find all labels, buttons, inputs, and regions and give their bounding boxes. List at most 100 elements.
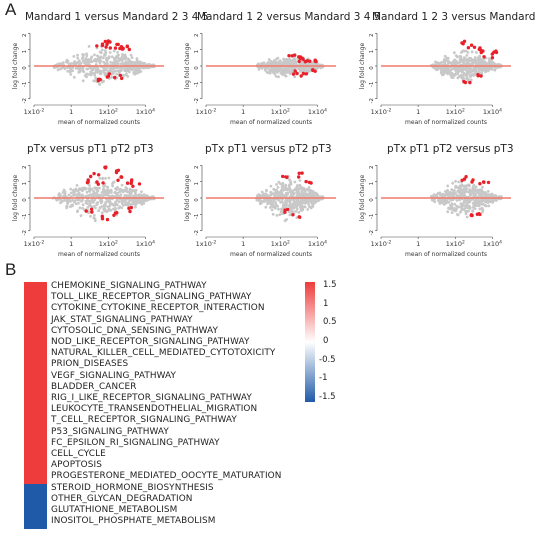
data-point-gray: [93, 53, 96, 57]
data-point-gray: [439, 193, 443, 197]
data-point-gray: [466, 51, 470, 54]
data-point-gray: [74, 63, 77, 66]
data-point-gray: [69, 187, 73, 191]
data-point-gray: [280, 209, 284, 212]
data-point-gray: [56, 68, 60, 72]
data-point-significant: [107, 72, 112, 76]
data-point-gray: [469, 56, 473, 60]
data-point-gray: [287, 184, 291, 188]
data-point-gray: [101, 194, 105, 198]
data-point-gray: [123, 194, 127, 197]
data-point-gray: [460, 70, 464, 74]
data-point-gray: [298, 179, 302, 182]
data-point-significant: [101, 181, 105, 185]
data-point-gray: [86, 206, 90, 209]
data-point-gray: [66, 200, 70, 204]
data-point-gray: [87, 45, 91, 48]
data-point-gray: [94, 68, 98, 72]
data-point-gray: [120, 59, 124, 63]
data-point-gray: [124, 187, 128, 191]
data-point-gray: [314, 193, 318, 197]
x-axis-label: mean of normalized counts: [405, 251, 487, 258]
data-point-gray: [112, 204, 115, 207]
data-point-significant: [96, 79, 101, 83]
data-point-gray: [85, 67, 89, 71]
ma-plot: -2 -1 0 1 2 1x10-2 1 1x102 1x104 mean of normaliz…: [184, 164, 336, 258]
data-point-gray: [118, 190, 122, 194]
data-point-gray: [98, 71, 102, 75]
data-point-gray: [276, 71, 279, 74]
data-point-gray: [264, 205, 268, 209]
data-point-gray: [83, 186, 86, 190]
y-tick-label: 1: [194, 50, 200, 54]
heatmap-row-label: LEUKOCYTE_TRANSENDOTHELIAL_MIGRATION: [51, 404, 258, 415]
heatmap-row-label: PRION_DISEASES: [51, 359, 129, 370]
data-point-significant: [116, 178, 120, 182]
data-point-gray: [469, 78, 473, 82]
x-tick-label: 1x10-2: [371, 240, 392, 249]
data-point-gray: [289, 204, 293, 208]
heatmap-row-label: BLADDER_CANCER: [51, 381, 137, 392]
y-tick-label: 0: [22, 198, 28, 202]
heatmap-cell: [24, 282, 47, 294]
data-point-gray: [103, 184, 107, 188]
data-point-gray: [93, 79, 97, 83]
data-point-gray: [433, 200, 437, 204]
data-point-gray: [99, 55, 103, 59]
data-point-gray: [462, 185, 465, 188]
data-point-gray: [138, 67, 141, 71]
ma-plot: -2 -1 0 1 2 1x10-2 1 1x102 1x104 mean of normaliz…: [12, 32, 164, 126]
y-axis-label: log fold change: [359, 175, 366, 222]
data-point-gray: [103, 193, 107, 197]
x-tick-label: 1x104: [483, 240, 502, 249]
data-point-gray: [481, 185, 484, 189]
data-point-gray: [83, 74, 87, 77]
data-point-gray: [130, 56, 134, 59]
y-tick-label: -2: [369, 98, 375, 103]
data-point-gray: [116, 51, 119, 54]
heatmap-row-label: NOD_LIKE_RECEPTOR_SIGNALING_PATHWAY: [51, 337, 250, 347]
data-point-significant: [92, 171, 96, 176]
data-point-gray: [488, 62, 492, 66]
data-point-significant: [295, 71, 299, 76]
data-point-gray: [120, 55, 124, 59]
colorbar-tick-label: 0: [323, 336, 329, 346]
data-point-gray: [271, 61, 275, 64]
data-point-gray: [472, 74, 475, 77]
x-axis-label: mean of normalized counts: [58, 119, 140, 126]
data-point-gray: [276, 186, 280, 189]
data-point-significant: [297, 175, 301, 179]
heatmap-row-label: PROGESTERONE_MEDIATED_OOCYTE_MATURATION: [51, 471, 282, 482]
data-point-gray: [92, 59, 96, 63]
data-point-gray: [297, 188, 301, 191]
data-point-significant: [492, 50, 496, 54]
data-point-gray: [109, 61, 112, 64]
x-tick-label: 1x104: [136, 108, 155, 117]
data-point-gray: [121, 53, 124, 56]
data-point-gray: [122, 189, 126, 192]
y-tick-label: 0: [194, 66, 200, 70]
heatmap-cell: [24, 304, 47, 316]
data-point-gray: [265, 188, 268, 192]
data-point-gray: [461, 75, 464, 79]
data-point-significant: [469, 43, 474, 47]
data-point-significant: [127, 47, 131, 52]
data-point-significant: [478, 212, 482, 217]
data-point-significant: [471, 178, 475, 182]
data-point-gray: [104, 51, 108, 55]
data-point-gray: [107, 209, 111, 212]
data-point-gray: [455, 199, 459, 202]
data-point-gray: [292, 204, 296, 207]
data-point-gray: [499, 195, 503, 198]
data-point-gray: [451, 60, 455, 64]
data-point-gray: [125, 67, 129, 70]
data-point-gray: [127, 61, 131, 65]
data-point-gray: [109, 208, 113, 212]
data-point-gray: [107, 176, 111, 180]
data-point-gray: [93, 74, 97, 77]
data-point-gray: [269, 68, 273, 72]
data-point-gray: [449, 198, 453, 202]
data-point-gray: [450, 191, 453, 194]
data-point-gray: [69, 200, 72, 203]
data-point-gray: [453, 73, 457, 77]
